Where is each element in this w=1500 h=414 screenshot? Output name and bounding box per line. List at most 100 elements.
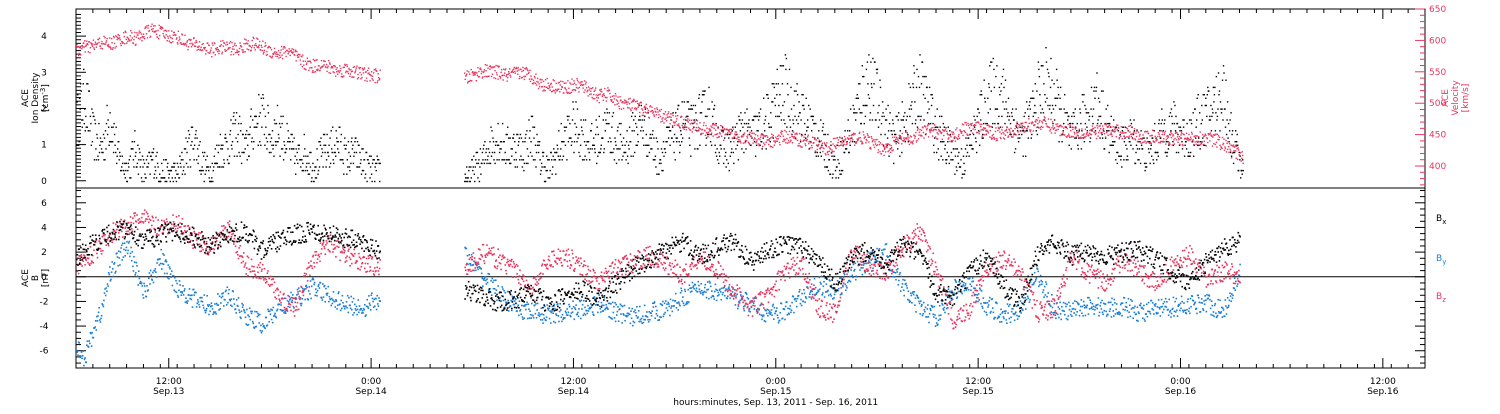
ion-density-point (1226, 119, 1227, 120)
velocity-point (223, 46, 224, 47)
velocity-point (916, 141, 917, 142)
velocity-point (1225, 148, 1226, 149)
ion-density-point (880, 87, 881, 88)
ion-density-point (303, 156, 304, 157)
velocity-point (1068, 134, 1069, 135)
velocity-point (700, 128, 701, 129)
velocity-point (629, 98, 630, 99)
ion-density-point (84, 108, 85, 109)
ion-density-point (1212, 112, 1213, 113)
by-point (260, 330, 262, 332)
ion-density-point (336, 137, 337, 138)
ion-density-point (622, 145, 623, 146)
velocity-point (1070, 130, 1071, 131)
velocity-point (702, 133, 703, 134)
ion-density-point (1115, 159, 1116, 160)
ion-density-point (230, 119, 231, 120)
velocity-point (627, 101, 628, 102)
velocity-point (147, 27, 148, 28)
ion-density-point (141, 181, 142, 182)
velocity-point (722, 128, 723, 129)
velocity-point (510, 76, 511, 77)
velocity-point (635, 101, 636, 102)
velocity-point (285, 56, 286, 57)
ion-density-point (1209, 116, 1210, 117)
velocity-point (637, 103, 638, 104)
ion-density-point (704, 90, 705, 91)
ion-density-point (1048, 76, 1049, 77)
ion-density-point (1015, 148, 1016, 149)
velocity-point (986, 130, 987, 131)
ion-density-point (508, 137, 509, 138)
velocity-point (471, 69, 472, 70)
velocity-point (152, 31, 153, 32)
ion-density-point (168, 177, 169, 178)
ion-density-point (507, 134, 508, 135)
velocity-point (1176, 139, 1177, 140)
ion-density-point (343, 163, 344, 164)
ion-density-point (1054, 119, 1055, 120)
ion-density-point (781, 119, 782, 120)
velocity-point (181, 44, 182, 45)
velocity-point (1188, 134, 1189, 135)
by-point (329, 296, 331, 298)
velocity-point (1057, 123, 1058, 124)
velocity-point (242, 49, 243, 50)
ion-density-point (649, 137, 650, 138)
velocity-point (592, 87, 593, 88)
velocity-point (328, 72, 329, 73)
velocity-point (1066, 136, 1067, 137)
by-point (259, 314, 261, 316)
velocity-point (314, 60, 315, 61)
ion-density-point (532, 127, 533, 128)
velocity-point (949, 141, 950, 142)
velocity-point (812, 147, 813, 148)
ion-density-point (494, 152, 495, 153)
velocity-point (1032, 122, 1033, 123)
velocity-point (778, 138, 779, 139)
ion-density-point (694, 148, 695, 149)
ion-density-point (1075, 108, 1076, 109)
ion-density-point (284, 145, 285, 146)
ion-density-point (794, 90, 795, 91)
ion-density-point (485, 159, 486, 160)
ion-density-point (549, 177, 550, 178)
ion-density-point (153, 148, 154, 149)
velocity-point (1082, 137, 1083, 138)
velocity-point (883, 146, 884, 147)
ion-density-point (640, 119, 641, 120)
ion-density-point (832, 177, 833, 178)
by-point (141, 282, 143, 284)
velocity-point (638, 107, 639, 108)
velocity-point (1079, 129, 1080, 130)
velocity-point (1227, 141, 1228, 142)
ion-density-point (996, 65, 997, 66)
velocity-point (873, 139, 874, 140)
velocity-point (1216, 146, 1217, 147)
ion-density-point (223, 159, 224, 160)
ion-density-point (1076, 130, 1077, 131)
by-point (215, 313, 217, 315)
ion-density-point (655, 156, 656, 157)
ion-density-point (117, 156, 118, 157)
ion-density-point (1148, 148, 1149, 149)
by-point (340, 310, 342, 312)
velocity-point (840, 144, 841, 145)
by-point (349, 305, 351, 307)
ion-density-point (114, 145, 115, 146)
velocity-point (771, 146, 772, 147)
ion-density-point (779, 116, 780, 117)
ion-density-point (496, 141, 497, 142)
by-point (196, 303, 198, 305)
ion-density-point (156, 152, 157, 153)
ion-density-point (282, 148, 283, 149)
velocity-point (122, 41, 123, 42)
ion-density-point (889, 123, 890, 124)
velocity-point (849, 142, 850, 143)
ion-density-point (97, 156, 98, 157)
by-point (137, 284, 139, 286)
by-point (121, 259, 123, 261)
ion-density-point (1098, 116, 1099, 117)
ion-density-point (108, 145, 109, 146)
velocity-point (652, 110, 653, 111)
